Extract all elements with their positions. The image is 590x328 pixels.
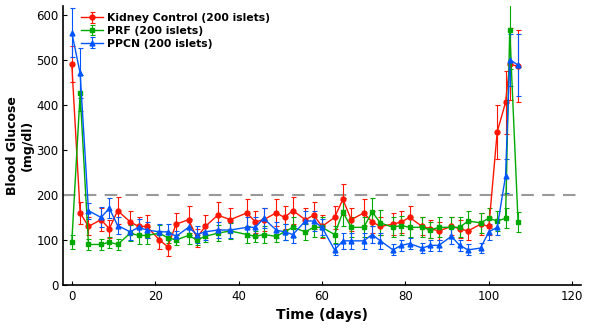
- Legend: Kidney Control (200 islets), PRF (200 islets), PPCN (200 islets): Kidney Control (200 islets), PRF (200 is…: [79, 11, 273, 51]
- Y-axis label: Blood Glucose
(mg/dl): Blood Glucose (mg/dl): [5, 96, 34, 195]
- X-axis label: Time (days): Time (days): [276, 308, 368, 322]
